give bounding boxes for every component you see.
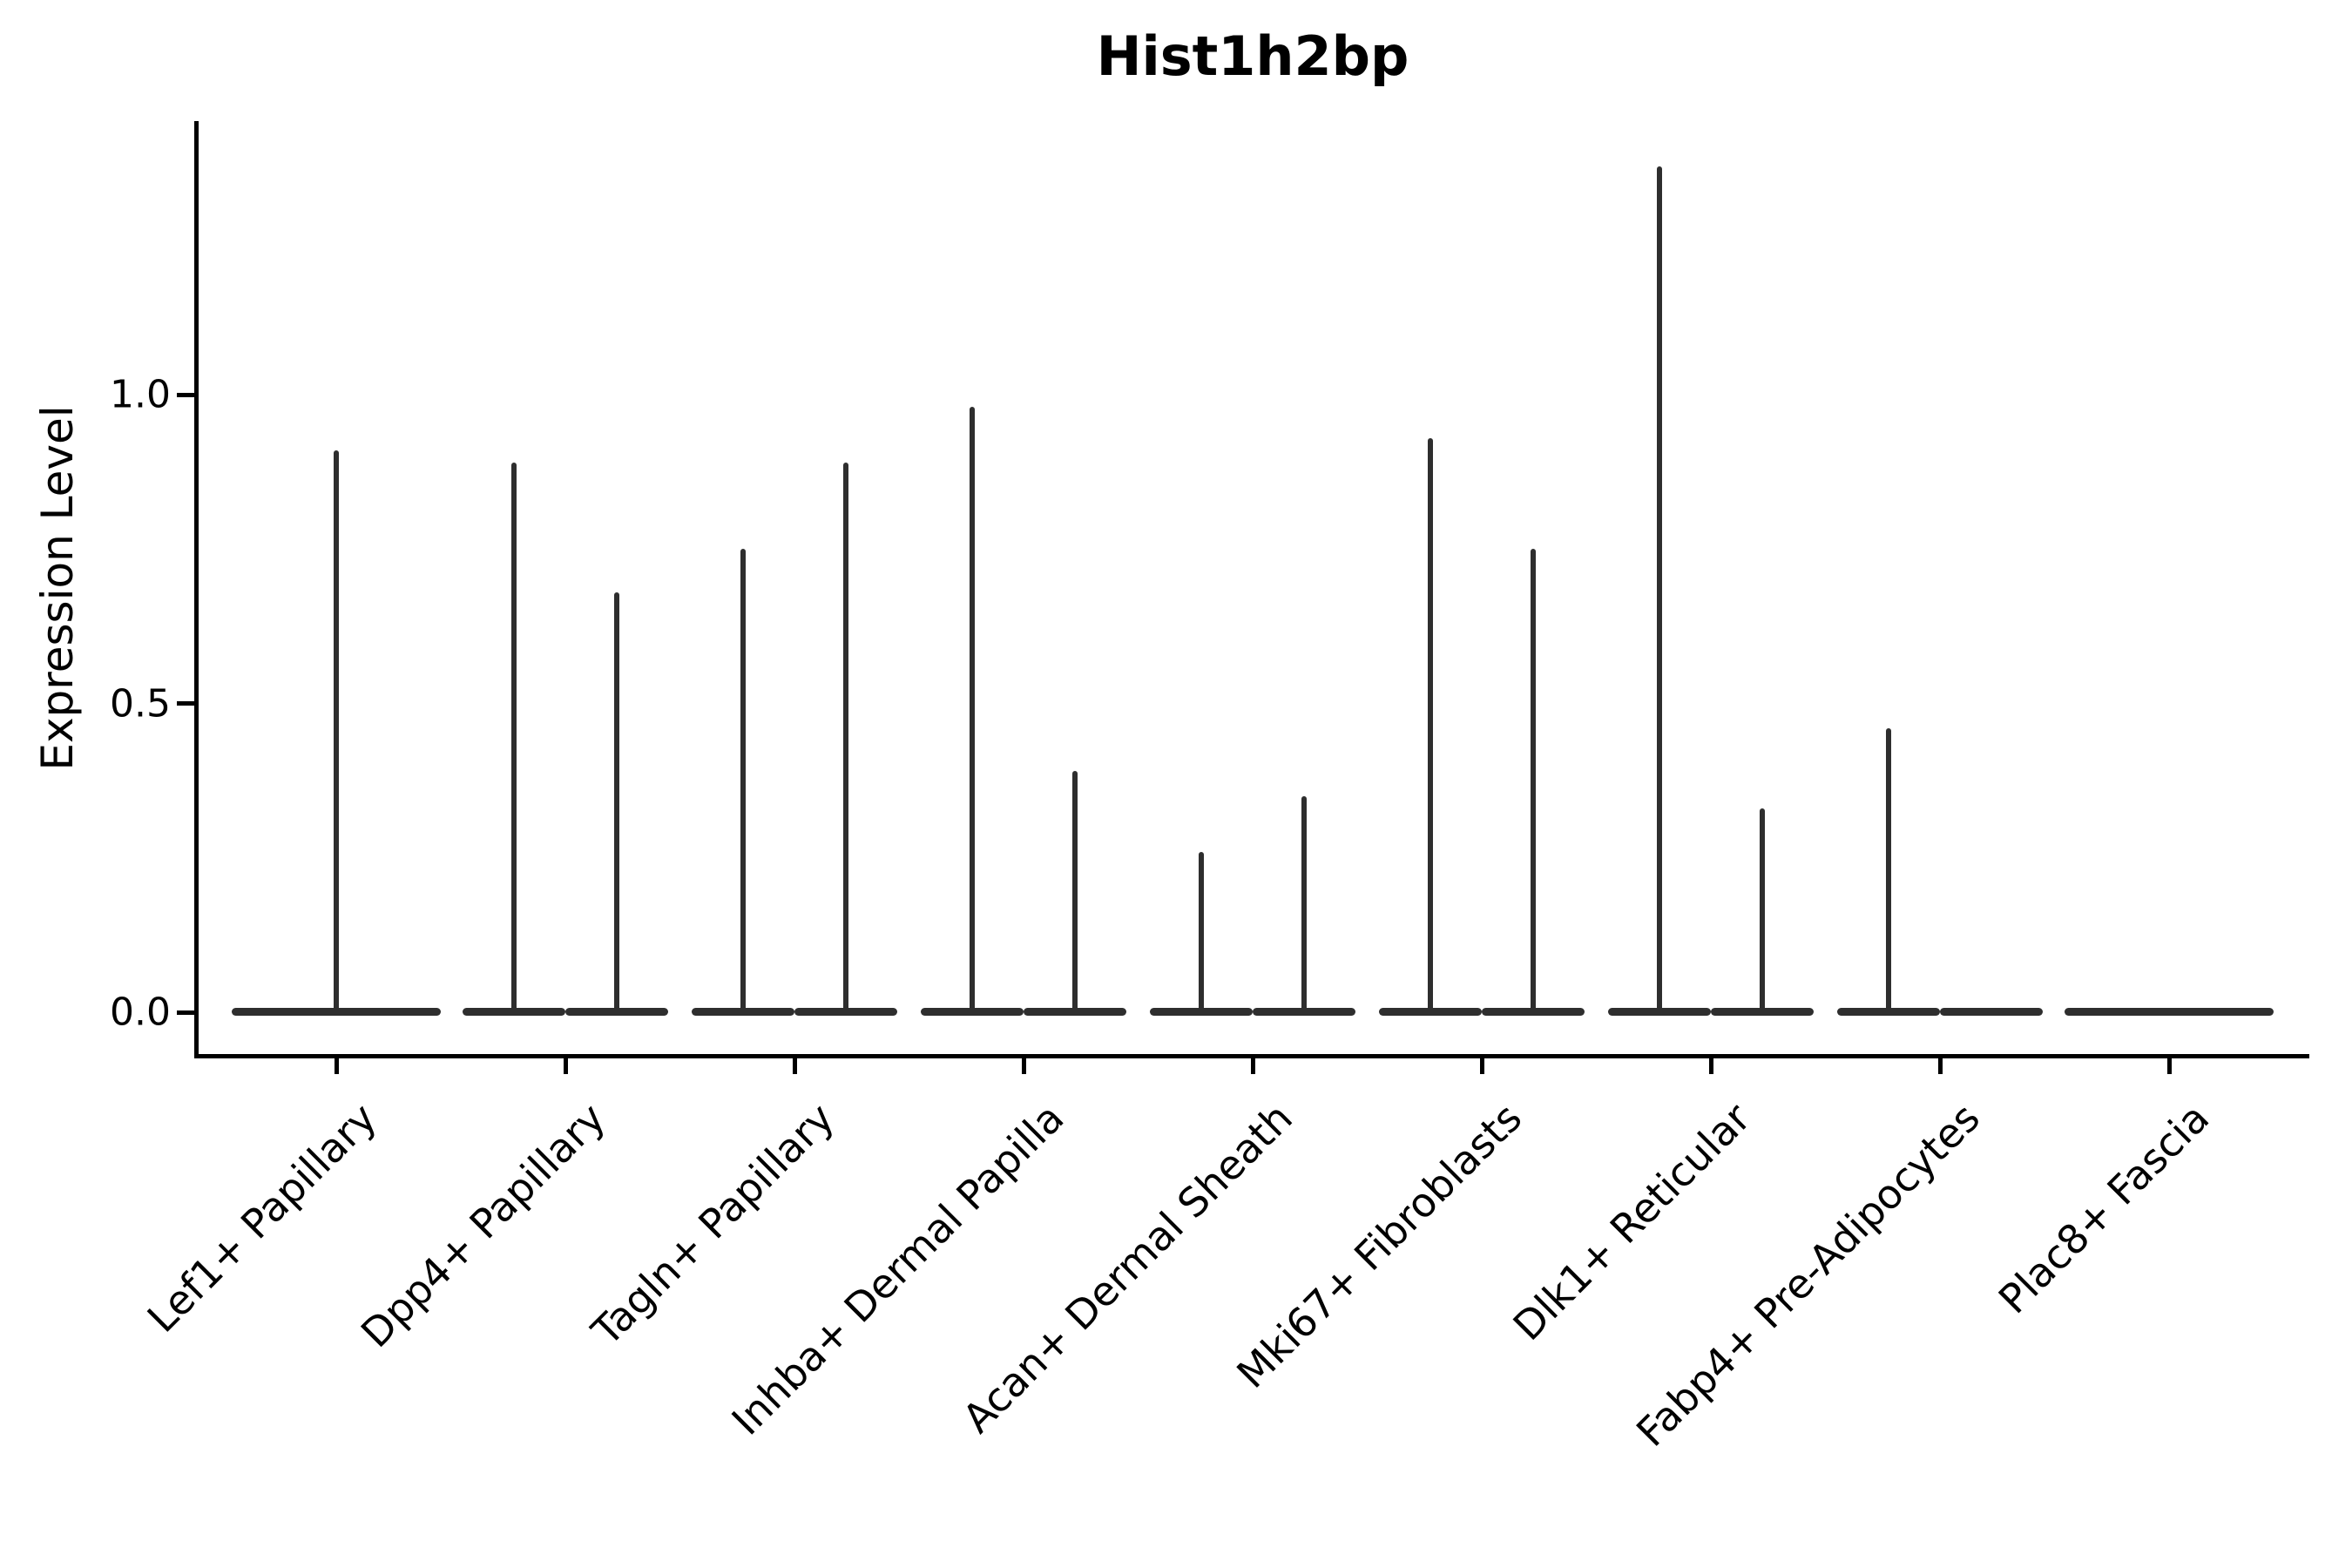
- y-tick-mark: [177, 701, 194, 706]
- violin-density-spike: [970, 407, 975, 1012]
- x-tick-label: Dpp4+ Papillary: [351, 1094, 615, 1357]
- violin-density-spike: [740, 549, 746, 1012]
- x-tick-mark: [2166, 1058, 2172, 1074]
- x-tick-mark: [1250, 1058, 1255, 1074]
- violin-density-spike: [1428, 437, 1433, 1012]
- violin-density-spike: [334, 449, 339, 1012]
- plot-title: Hist1h2bp: [1096, 24, 1409, 88]
- y-tick-mark: [177, 1010, 194, 1015]
- x-tick-mark: [334, 1058, 339, 1074]
- y-axis-label-text: Expression Level: [32, 405, 83, 771]
- violin-density-spike: [614, 591, 619, 1012]
- y-axis-spine: [194, 121, 199, 1058]
- y-tick-label: 0.0: [110, 990, 171, 1035]
- violin-density-spike: [1531, 549, 1536, 1012]
- violin-density-spike: [1199, 851, 1204, 1012]
- violin-density-spike: [1072, 771, 1078, 1012]
- x-tick-mark: [1937, 1058, 1943, 1074]
- violin-density-spike: [1886, 727, 1891, 1012]
- x-tick-mark: [1021, 1058, 1026, 1074]
- violin-base: [1940, 1008, 2043, 1016]
- y-tick-mark: [177, 392, 194, 397]
- x-tick-label: Lef1+ Papillary: [138, 1094, 386, 1342]
- violin-density-spike: [843, 462, 848, 1012]
- x-tick-label: Dlk1+ Reticular: [1504, 1094, 1761, 1350]
- violin-base: [2065, 1008, 2274, 1016]
- x-tick-label: Plac8+ Fascia: [1989, 1094, 2219, 1323]
- violin-density-spike: [511, 462, 517, 1012]
- x-tick-mark: [1708, 1058, 1713, 1074]
- x-tick-mark: [1479, 1058, 1484, 1074]
- y-tick-label: 0.5: [110, 681, 171, 726]
- violin-density-spike: [1760, 808, 1765, 1012]
- x-axis-spine: [194, 1054, 2309, 1058]
- y-tick-label: 1.0: [110, 372, 171, 417]
- x-tick-label: Tagln+ Papillary: [583, 1094, 844, 1355]
- violin-density-spike: [1301, 795, 1307, 1012]
- violin-density-spike: [1657, 166, 1662, 1012]
- x-tick-mark: [563, 1058, 568, 1074]
- x-tick-mark: [792, 1058, 797, 1074]
